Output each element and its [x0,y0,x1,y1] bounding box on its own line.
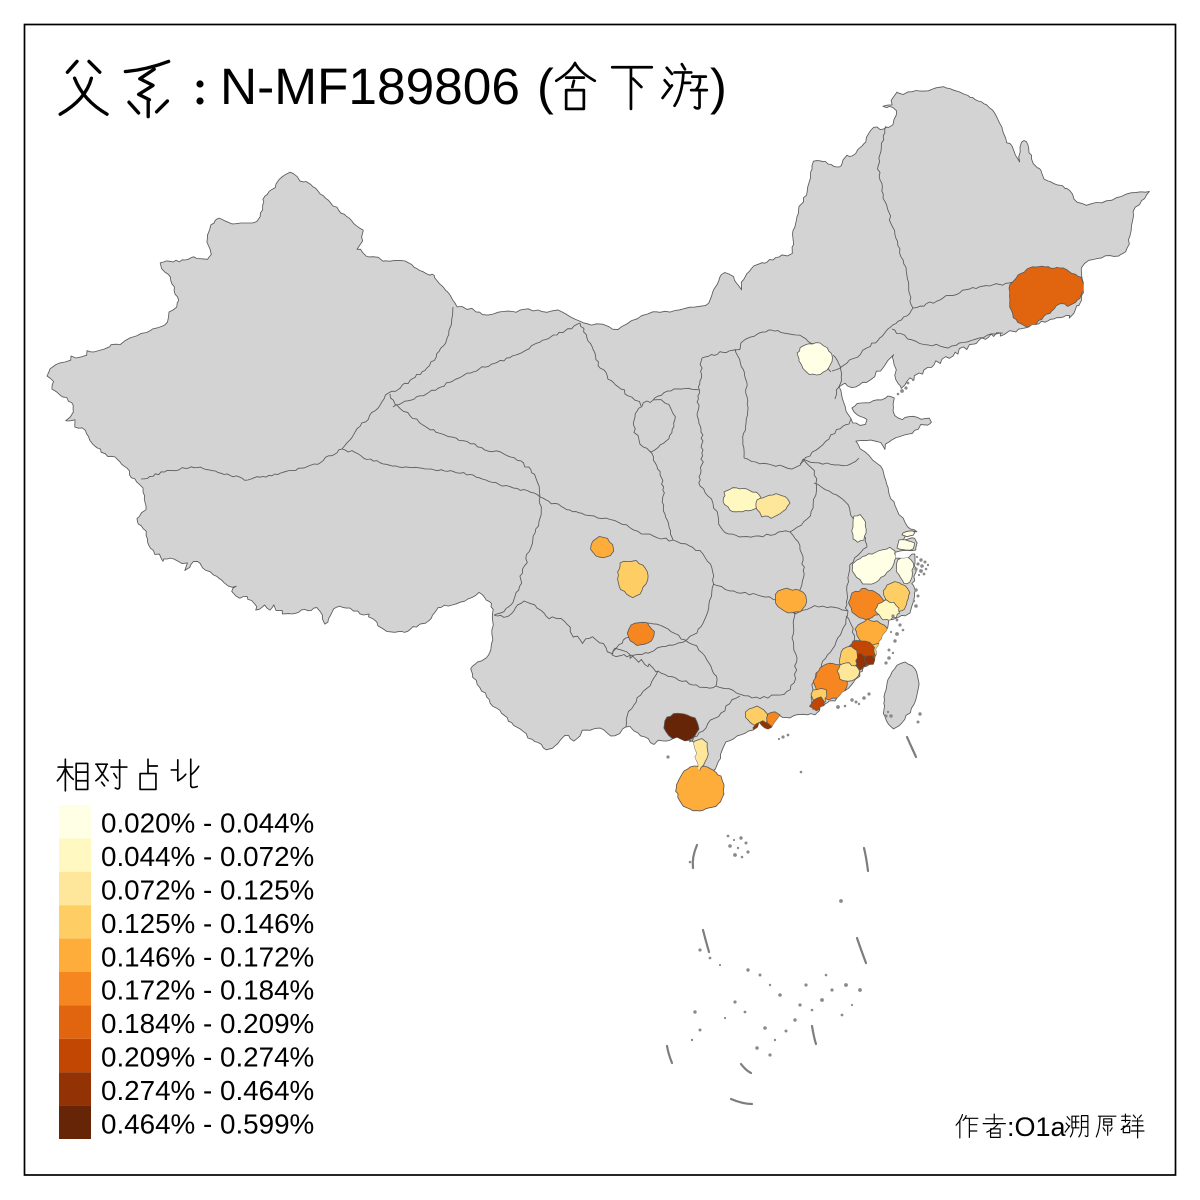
svg-text:0.125% - 0.146%: 0.125% - 0.146% [101,908,314,939]
svg-text:0.146% - 0.172%: 0.146% - 0.172% [101,941,314,972]
svg-text:0.274% - 0.464%: 0.274% - 0.464% [101,1075,314,1106]
svg-text:0.072% - 0.125%: 0.072% - 0.125% [101,875,314,906]
svg-text:N-MF189806: N-MF189806 [220,57,520,115]
svg-text:0.209% - 0.274%: 0.209% - 0.274% [101,1042,314,1073]
svg-text:0.184% - 0.209%: 0.184% - 0.209% [101,1008,314,1039]
svg-text:): ) [710,58,727,115]
svg-text:0.044% - 0.072%: 0.044% - 0.072% [101,841,314,872]
svg-text:0.464% - 0.599%: 0.464% - 0.599% [101,1108,314,1139]
svg-text:0.020% - 0.044%: 0.020% - 0.044% [101,808,314,839]
svg-text:0.172% - 0.184%: 0.172% - 0.184% [101,975,314,1006]
svg-text::O1a: :O1a [1007,1112,1067,1142]
svg-text:(: ( [537,58,554,115]
